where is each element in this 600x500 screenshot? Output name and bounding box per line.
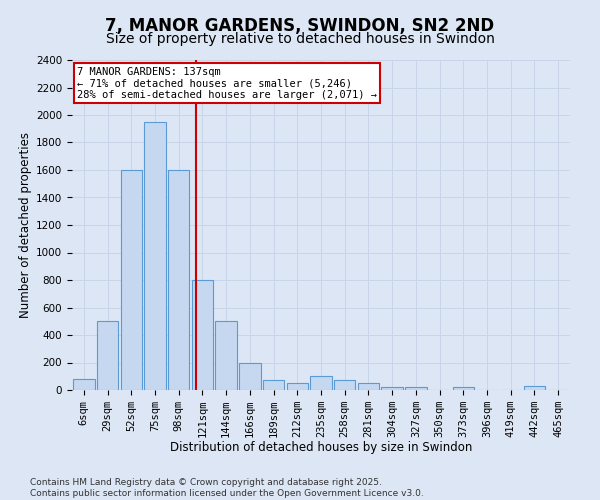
Bar xyxy=(358,383,379,390)
Bar xyxy=(192,280,213,390)
Bar xyxy=(97,322,118,390)
Bar xyxy=(287,383,308,390)
Text: Size of property relative to detached houses in Swindon: Size of property relative to detached ho… xyxy=(106,32,494,46)
Bar xyxy=(263,380,284,390)
Bar xyxy=(452,387,474,390)
Text: Contains HM Land Registry data © Crown copyright and database right 2025.
Contai: Contains HM Land Registry data © Crown c… xyxy=(30,478,424,498)
Y-axis label: Number of detached properties: Number of detached properties xyxy=(19,132,32,318)
Text: 7, MANOR GARDENS, SWINDON, SN2 2ND: 7, MANOR GARDENS, SWINDON, SN2 2ND xyxy=(106,18,494,36)
X-axis label: Distribution of detached houses by size in Swindon: Distribution of detached houses by size … xyxy=(170,442,472,454)
Bar xyxy=(215,322,237,390)
Bar xyxy=(310,376,332,390)
Bar xyxy=(405,387,427,390)
Bar xyxy=(239,362,260,390)
Bar xyxy=(334,380,355,390)
Bar xyxy=(73,379,95,390)
Bar xyxy=(121,170,142,390)
Bar xyxy=(524,386,545,390)
Bar xyxy=(145,122,166,390)
Text: 7 MANOR GARDENS: 137sqm
← 71% of detached houses are smaller (5,246)
28% of semi: 7 MANOR GARDENS: 137sqm ← 71% of detache… xyxy=(77,66,377,100)
Bar xyxy=(168,170,190,390)
Bar xyxy=(382,387,403,390)
